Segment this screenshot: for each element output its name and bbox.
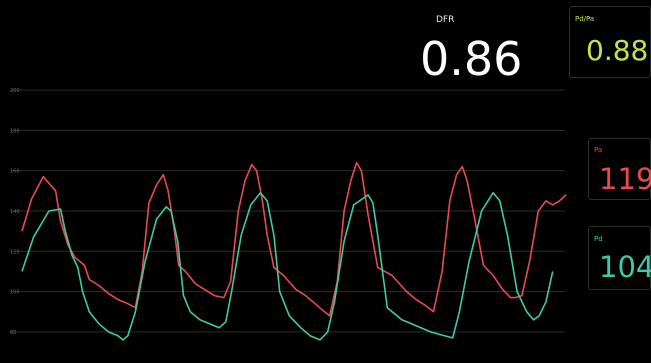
y-tick-label-140: 140 [10, 209, 20, 215]
pd-panel: Pd 104 [588, 226, 651, 290]
pa-label: Pa [594, 146, 603, 154]
pa-value: 119 [599, 162, 651, 196]
pa-panel: Pa 119 [588, 138, 651, 200]
y-tick-label-100: 100 [10, 290, 20, 296]
y-tick-label-80: 80 [10, 330, 16, 336]
series-line-pa [21, 161, 567, 317]
pdpa-value: 0.88 [586, 34, 649, 67]
y-tick-label-120: 120 [10, 249, 20, 255]
y-tick-label-160: 160 [10, 169, 20, 175]
pdpa-panel: Pd/Pa 0.88 [569, 6, 651, 78]
pd-value: 104 [599, 250, 651, 284]
y-tick-label-200: 200 [10, 88, 20, 94]
pdpa-label: Pd/Pa [575, 15, 595, 23]
y-tick-label-180: 180 [10, 128, 20, 134]
pd-label: Pd [594, 235, 603, 243]
dfr-label: DFR [436, 15, 455, 25]
dfr-value: 0.86 [420, 32, 523, 86]
series-line-pd [21, 192, 554, 341]
